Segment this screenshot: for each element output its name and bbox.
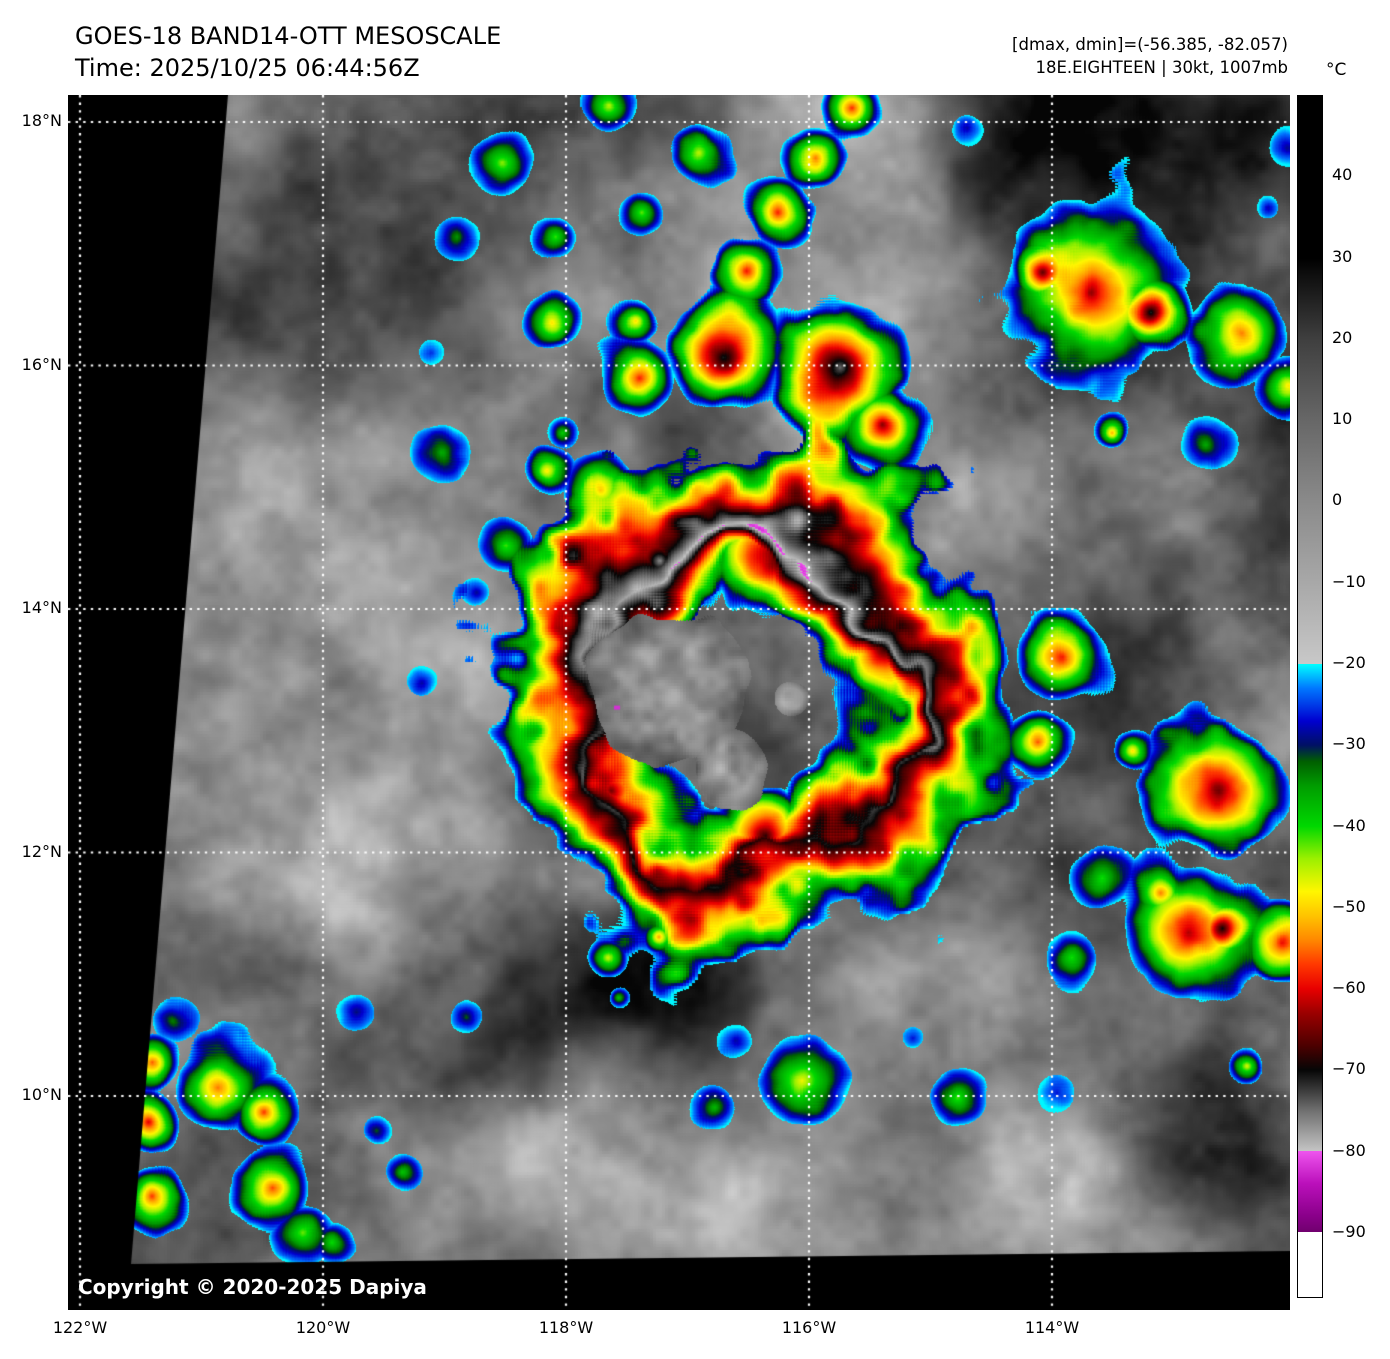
- colorbar-tick-label: −50: [1332, 896, 1366, 916]
- colorbar-tick-label: −30: [1332, 734, 1366, 754]
- colorbar-tick-label: 20: [1332, 327, 1353, 347]
- colorbar-gradient: [1297, 95, 1323, 1298]
- lat-tick-label: 12°N: [21, 841, 62, 861]
- colorbar-tick-label: −90: [1332, 1221, 1366, 1241]
- colorbar-unit-label: °C: [1326, 60, 1347, 80]
- colorbar-tick-label: 40: [1332, 165, 1353, 185]
- lat-tick-label: 10°N: [21, 1085, 62, 1104]
- lat-tick-label: 14°N: [21, 598, 62, 617]
- colorbar-tick-label: −20: [1332, 652, 1366, 672]
- colorbar-tick-label: −70: [1332, 1059, 1366, 1079]
- timestamp-label: Time: 2025/10/25 06:44:56Z: [75, 54, 420, 82]
- satellite-canvas: [68, 95, 1290, 1310]
- colorbar-tick-label: 10: [1332, 409, 1353, 429]
- dmax-dmin-label: [dmax, dmin]=(-56.385, -82.057): [1012, 35, 1288, 54]
- storm-info-label: 18E.EIGHTEEN | 30kt, 1007mb: [1035, 58, 1288, 78]
- lon-tick-label: 116°W: [781, 1318, 837, 1337]
- colorbar-tick-label: −60: [1332, 978, 1366, 998]
- annotation-block: [dmax, dmin]=(-56.385, -82.057) 18E.EIGH…: [1012, 33, 1288, 80]
- colorbar-tick-label: −40: [1332, 815, 1366, 835]
- lat-tick-label: 18°N: [21, 111, 62, 130]
- colorbar-tick-label: 0: [1332, 490, 1343, 510]
- satellite-map: Copyright © 2020-2025 Dapiya: [68, 95, 1290, 1310]
- copyright-label: Copyright © 2020-2025 Dapiya: [78, 1275, 427, 1299]
- colorbar-tick-label: −10: [1332, 571, 1366, 591]
- lon-tick-label: 122°W: [52, 1318, 108, 1337]
- lon-tick-label: 120°W: [295, 1318, 351, 1337]
- page-title: GOES-18 BAND14-OTT MESOSCALE: [75, 22, 502, 50]
- lon-tick-label: 118°W: [538, 1318, 594, 1337]
- lat-tick-label: 16°N: [21, 354, 62, 374]
- colorbar-tick-label: 30: [1332, 246, 1353, 266]
- lon-tick-label: 114°W: [1024, 1318, 1080, 1337]
- colorbar-tick-label: −80: [1332, 1140, 1366, 1160]
